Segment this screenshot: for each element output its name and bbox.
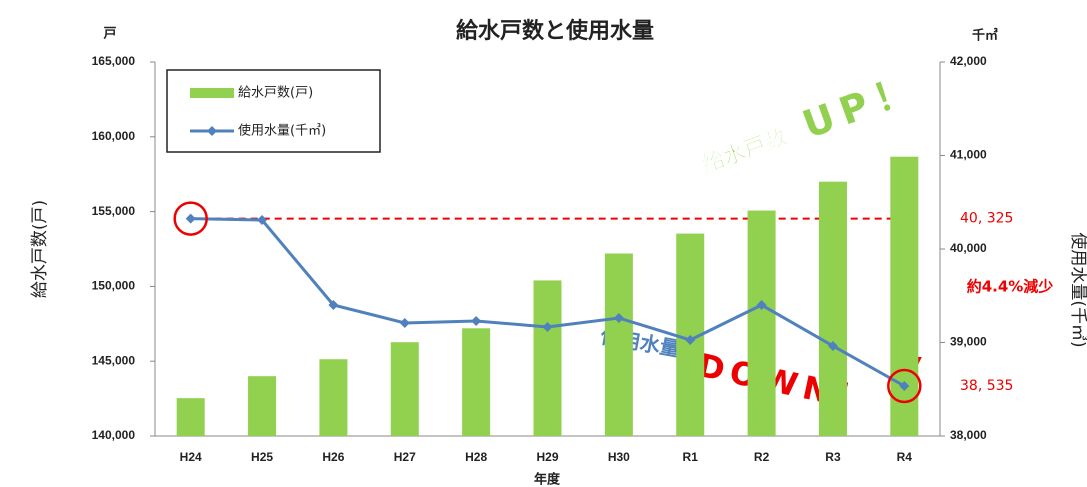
x-axis-label: 年度 [534,472,561,487]
bar [390,342,419,436]
chart-title: 給水戸数と使用水量 [456,18,654,44]
y-tick-label: 160,000 [92,129,136,143]
y2-unit: 千㎥ [972,28,998,44]
marker [471,315,482,326]
marker [542,321,553,332]
x-tick-label: H26 [322,450,344,464]
marker [257,215,268,226]
bar [319,359,348,436]
marker [185,213,196,224]
bar [462,328,491,436]
y2-tick-label: 41,000 [950,148,987,162]
marker [399,317,410,328]
annotation: 約4.4%減少 [967,278,1054,296]
highlight-label: 40, 325 [960,211,1013,227]
marker [328,300,339,311]
y2-tick-label: 42,000 [950,54,987,68]
bar [818,181,847,436]
marker [685,334,696,345]
legend-label: 給水戸数(戸) [238,86,313,101]
y2-axis-label: 使用水量(千㎥) [1068,232,1087,347]
x-tick-label: H24 [180,450,202,464]
x-tick-label: H29 [536,450,558,464]
y2-tick-label: 40,000 [950,241,987,255]
x-tick-label: R2 [754,450,770,464]
x-tick-label: H28 [465,450,487,464]
x-tick-label: H27 [394,450,416,464]
bar [248,376,277,436]
x-tick-label: R1 [683,450,699,464]
bar [533,280,562,436]
bar [176,398,205,436]
annotation: UP！ [797,64,925,147]
highlight-circle [173,201,208,236]
marker [899,380,910,391]
y-tick-label: 145,000 [92,353,136,367]
legend-swatch [190,88,234,98]
y-unit: 戸 [103,27,116,42]
y2-tick-label: 39,000 [950,335,987,349]
legend-label: 使用水量(千㎥) [238,123,326,139]
marker [613,313,624,324]
annotation: DOWN！ [694,346,876,420]
legend-swatch [207,126,217,136]
bar [747,210,776,436]
y-tick-label: 150,000 [92,279,136,293]
highlight-circle [887,368,922,404]
highlight-label: 38, 535 [960,378,1013,394]
bar [890,156,919,437]
x-tick-label: R3 [825,450,841,464]
y-tick-label: 155,000 [92,204,136,218]
y-tick-label: 140,000 [92,428,136,442]
annotation: 給水戸数 [699,123,792,178]
bar [604,253,633,436]
y-axis-label: 給水戸数(戸) [30,200,50,298]
y2-tick-label: 38,000 [950,428,987,442]
marker [756,300,767,311]
marker [827,340,838,351]
x-tick-label: H25 [251,450,273,464]
legend-box [166,69,381,153]
x-tick-label: H30 [608,450,630,464]
y-tick-label: 165,000 [92,54,136,68]
x-tick-label: R4 [897,450,913,464]
